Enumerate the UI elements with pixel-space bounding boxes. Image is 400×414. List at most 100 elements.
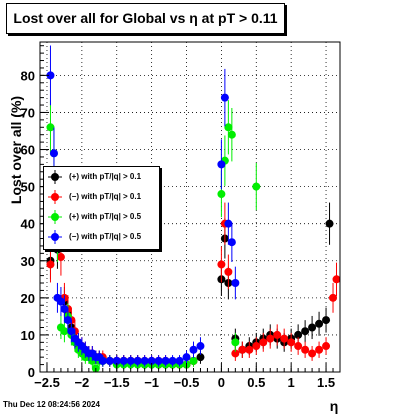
- y-axis-label: Lost over all (%): [8, 96, 24, 204]
- data-point: [315, 319, 324, 328]
- data-point: [46, 123, 55, 132]
- data-point: [112, 356, 121, 365]
- legend-label: (−) with pT/|q| > 0.5: [69, 232, 142, 241]
- data-point: [301, 327, 310, 336]
- legend-marker-red: [48, 190, 62, 204]
- data-point: [245, 345, 254, 354]
- data-point: [280, 334, 289, 343]
- data-point: [294, 330, 303, 339]
- data-point: [231, 349, 240, 358]
- legend-entry: (−) with pT/|q| > 0.5: [44, 227, 159, 247]
- data-point: [56, 297, 65, 306]
- y-tick-label: 10: [21, 328, 35, 343]
- data-point: [161, 356, 170, 365]
- legend-entry: (+) with pT/|q| > 0.1: [44, 167, 159, 187]
- y-tick-label: 30: [21, 254, 35, 269]
- data-point: [332, 275, 341, 284]
- data-point: [189, 345, 198, 354]
- data-point: [231, 338, 240, 347]
- legend-marker-green: [48, 210, 62, 224]
- data-point: [294, 342, 303, 351]
- data-point: [315, 345, 324, 354]
- timestamp: Thu Dec 12 08:24:56 2024: [3, 400, 100, 409]
- data-point: [217, 160, 226, 169]
- data-point: [46, 71, 55, 80]
- data-point: [119, 356, 128, 365]
- legend-label: (+) with pT/|q| > 0.1: [69, 172, 142, 181]
- data-point: [126, 356, 135, 365]
- y-tick-label: 50: [21, 180, 35, 195]
- data-point: [217, 260, 226, 269]
- data-point: [287, 338, 296, 347]
- data-point: [259, 338, 268, 347]
- legend-marker-blue: [48, 230, 62, 244]
- data-point: [308, 323, 317, 332]
- data-point: [46, 260, 55, 269]
- data-point: [217, 190, 226, 199]
- legend-entry: (+) with pT/|q| > 0.5: [44, 207, 159, 227]
- data-point: [273, 330, 282, 339]
- data-point: [49, 149, 58, 158]
- data-point: [325, 219, 334, 228]
- data-point: [238, 345, 247, 354]
- data-point: [98, 356, 107, 365]
- data-point: [252, 182, 261, 191]
- x-tick-label: −2.5: [34, 375, 60, 390]
- data-point: [227, 238, 236, 247]
- y-tick-label: 20: [21, 291, 35, 306]
- y-tick-label: 60: [21, 143, 35, 158]
- data-point: [63, 316, 72, 325]
- data-point: [60, 327, 69, 336]
- data-point: [224, 219, 233, 228]
- legend-label: (−) with pT/|q| > 0.1: [69, 192, 142, 201]
- data-point: [329, 293, 338, 302]
- data-point: [175, 356, 184, 365]
- data-point: [67, 327, 76, 336]
- y-tick-label: 0: [28, 365, 35, 380]
- y-tick-label: 80: [21, 68, 35, 83]
- data-point: [140, 356, 149, 365]
- x-tick-label: 1: [288, 375, 295, 390]
- y-tick-label: 70: [21, 105, 35, 120]
- data-point: [252, 342, 261, 351]
- data-point: [224, 267, 233, 276]
- data-point: [60, 304, 69, 313]
- axis-ticks: −2.5 −2 −1.5 −1 −0.5 0 0.5 1 1.5 0 10 20 30 40 50 60 70 8…: [21, 45, 341, 390]
- data-point: [224, 123, 233, 132]
- data-point: [266, 334, 275, 343]
- data-point: [301, 345, 310, 354]
- plot-frame: [39, 41, 341, 373]
- data-point: [196, 342, 205, 351]
- x-axis-label: η: [330, 398, 339, 414]
- data-point: [322, 342, 331, 351]
- x-tick-label: −2: [74, 375, 89, 390]
- x-tick-label: −1: [144, 375, 159, 390]
- data-point: [220, 93, 229, 102]
- legend-entry: (−) with pT/|q| > 0.1: [44, 187, 159, 207]
- data-point: [196, 353, 205, 362]
- data-point: [308, 349, 317, 358]
- legend-marker-black: [48, 170, 62, 184]
- data-point: [322, 316, 331, 325]
- x-tick-label: −1.5: [104, 375, 130, 390]
- data-point: [182, 353, 191, 362]
- legend-label: (+) with pT/|q| > 0.5: [69, 212, 142, 221]
- data-point: [147, 356, 156, 365]
- data-point: [133, 356, 142, 365]
- data-point: [56, 253, 65, 262]
- data-point: [231, 279, 240, 288]
- x-tick-label: 0: [218, 375, 225, 390]
- data-point: [227, 130, 236, 139]
- x-tick-label: 1.5: [317, 375, 335, 390]
- data-markers: [46, 45, 341, 373]
- data-point: [168, 356, 177, 365]
- x-tick-label: 0.5: [247, 375, 265, 390]
- x-tick-label: −0.5: [174, 375, 200, 390]
- plot-title: Lost over all for Global vs η at pT > 0.…: [6, 3, 285, 34]
- data-point: [189, 356, 198, 365]
- y-tick-label: 40: [21, 217, 35, 232]
- data-point: [154, 356, 163, 365]
- data-point: [105, 356, 114, 365]
- legend: (+) with pT/|q| > 0.1 (−) with pT/|q| > …: [43, 166, 160, 250]
